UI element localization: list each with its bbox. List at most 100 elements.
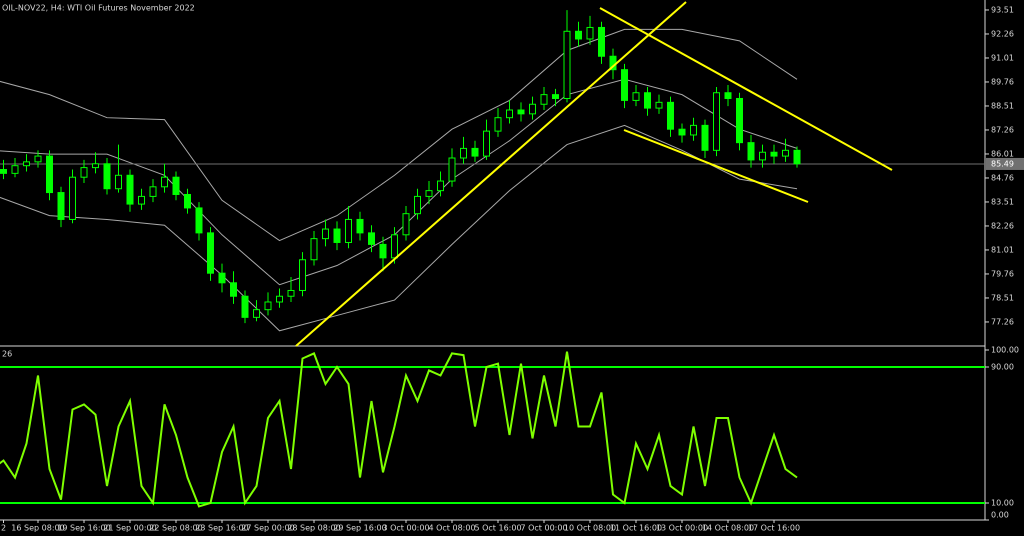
candle-body: [667, 101, 674, 130]
candle-body: [230, 282, 237, 297]
oscillator-line: [0, 351, 798, 508]
candle-body: [759, 151, 766, 161]
candle-body: [425, 190, 433, 197]
candle-body: [46, 155, 53, 194]
candle-body: [264, 301, 272, 311]
x-tick-label: 29 Sep 16:00: [333, 524, 386, 533]
candle-body: [655, 101, 663, 109]
y-tick-label: 10.00: [991, 499, 1014, 508]
candle-body: [736, 97, 743, 144]
x-tick-label: 10 Oct 08:00: [564, 524, 616, 533]
x-tick-label: 17 Oct 16:00: [748, 524, 800, 533]
x-tick-label: 27 Sep 00:00: [241, 524, 294, 533]
candle-body: [184, 193, 191, 209]
x-tick-label: 16 Sep 08:00: [11, 524, 64, 533]
y-tick-label: 93.51: [991, 5, 1014, 14]
candle-body: [356, 218, 364, 234]
candle-body: [345, 218, 352, 243]
candle-body: [368, 232, 375, 245]
candle-body: [552, 94, 559, 99]
candle-body: [770, 151, 778, 157]
y-tick-label: 91.01: [991, 53, 1014, 62]
indicator-title: 26: [2, 350, 12, 359]
x-tick-label: 4 Oct 08:00: [428, 524, 475, 533]
candle-body: [517, 109, 525, 115]
last-price-label: 85.49: [991, 159, 1014, 168]
candle-body: [724, 92, 732, 99]
band-line: [0, 124, 798, 332]
candle-body: [276, 295, 283, 303]
x-tick-label: 5 Oct 16:00: [474, 524, 521, 533]
x-tick-label: 22 Sep 08:00: [149, 524, 202, 533]
candle-body: [322, 228, 329, 240]
candle-body: [287, 289, 295, 297]
x-tick-label: 21 Sep 00:00: [103, 524, 156, 533]
candle-body: [540, 94, 548, 105]
candle-body: [782, 149, 789, 157]
candle-body: [793, 149, 801, 165]
candle-body: [103, 163, 111, 190]
chart-title: OIL-NOV22, H4: WTI Oil Futures November …: [2, 4, 195, 13]
candle-body: [471, 147, 479, 157]
y-tick-label: 88.51: [991, 101, 1014, 110]
candle-body: [437, 180, 444, 192]
plot-area: [0, 10, 985, 508]
y-tick-label: 81.01: [991, 245, 1014, 254]
candle-body: [57, 192, 65, 220]
x-tick-label: 23 Sep 16:00: [195, 524, 248, 533]
candle-body: [253, 309, 260, 318]
candle-body: [414, 195, 421, 215]
band-line: [0, 28, 798, 242]
candle-body: [310, 238, 318, 261]
candle-body: [138, 195, 145, 205]
trend-line: [599, 7, 893, 171]
candle-body: [448, 157, 456, 182]
candle-body: [126, 174, 134, 205]
x-tick-label: 14 Oct 08:00: [702, 524, 754, 533]
candle-body: [391, 234, 398, 259]
candle-body: [115, 174, 122, 190]
candle-body: [23, 161, 30, 167]
y-tick-label: 89.76: [991, 77, 1014, 86]
candle-body: [598, 26, 605, 57]
x-tick-label: 3 Oct 00:00: [382, 524, 429, 533]
x-tick-label: 28 Sep 08:00: [287, 524, 340, 533]
last-price-box: [986, 157, 1024, 170]
candle-body: [460, 147, 467, 159]
candle-body: [621, 69, 628, 101]
x-tick-label: 13 Oct 00:00: [656, 524, 708, 533]
candle-body: [299, 259, 306, 291]
y-tick-label: 100.00: [991, 346, 1019, 355]
y-tick-label: 92.26: [991, 29, 1014, 38]
y-tick-label: 86.01: [991, 149, 1014, 158]
x-tick-label: 2: [1, 524, 6, 533]
candle-body: [34, 155, 42, 163]
candle-body: [529, 103, 536, 115]
candle-body: [218, 272, 226, 284]
y-tick-label: 79.76: [991, 269, 1014, 278]
candle-body: [80, 167, 88, 178]
candle-body: [644, 92, 651, 109]
y-tick-label: 87.26: [991, 125, 1014, 134]
x-tick-label: 19 Sep 16:00: [57, 524, 110, 533]
candle-body: [379, 243, 387, 259]
candle-body: [195, 207, 203, 234]
candle-body: [172, 176, 180, 195]
y-tick-label: 83.51: [991, 197, 1014, 206]
candle-body: [690, 124, 697, 136]
candle-body: [333, 228, 341, 243]
candle-body: [563, 30, 571, 99]
candle-body: [506, 109, 513, 119]
y-tick-label: 0.00: [991, 511, 1009, 520]
candle-body: [701, 124, 709, 151]
candle-body: [11, 165, 19, 174]
trend-line: [623, 129, 809, 203]
candle-body: [678, 128, 686, 136]
y-tick-label: 82.26: [991, 221, 1014, 230]
candle-body: [0, 169, 7, 174]
y-tick-label: 90.00: [991, 363, 1014, 372]
candle-body: [483, 130, 490, 157]
candle-body: [69, 176, 76, 220]
y-tick-label: 78.51: [991, 293, 1014, 302]
